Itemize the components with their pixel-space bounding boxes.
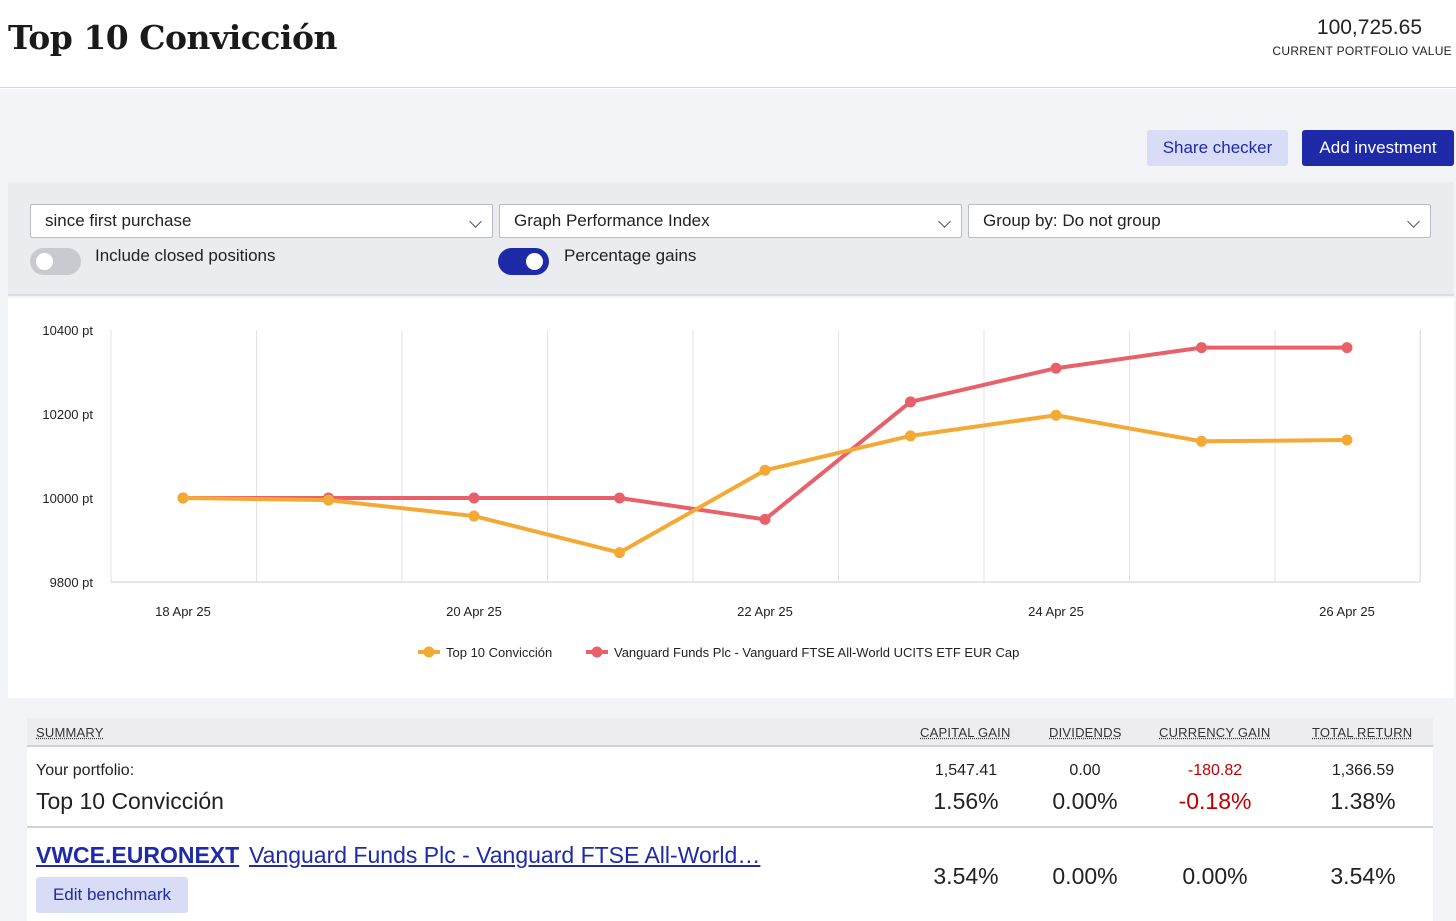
y-tick-label: 9800 pt: [50, 575, 94, 590]
x-tick-label: 26 Apr 25: [1319, 604, 1375, 619]
data-point: [323, 494, 334, 506]
chevron-down-icon: [938, 215, 951, 228]
portfolio-capital-gain: 1,547.41: [934, 762, 998, 779]
percentage-gains-toggle[interactable]: [498, 248, 549, 275]
data-point: [1050, 409, 1062, 421]
summary-table: SUMMARY CAPITAL GAIN DIVIDENDS CURRENCY …: [27, 718, 1433, 921]
portfolio-row: Your portfolio: Top 10 Convicción 1,547.…: [27, 748, 1433, 828]
portfolio-total-return: 1,366.59: [1331, 762, 1395, 779]
page-header: Top 10 Convicción 100,725.65 CURRENT POR…: [0, 0, 1456, 88]
benchmark-name-link[interactable]: Vanguard Funds Plc - Vanguard FTSE All-W…: [249, 842, 761, 868]
x-tick-label: 24 Apr 25: [1028, 604, 1084, 619]
toggle-knob: [526, 253, 543, 270]
performance-chart: 10400 pt 10200 pt 10000 pt 9800 pt 18 Apr 25…: [42, 323, 1421, 660]
header-summary: SUMMARY: [36, 725, 104, 740]
benchmark-currency-gain-pct: 0.00%: [1182, 863, 1248, 889]
share-checker-button[interactable]: Share checker: [1147, 130, 1288, 166]
data-point: [1196, 435, 1207, 447]
include-closed-label: Include closed positions: [95, 246, 276, 265]
filter-bar: since first purchase Graph Performance I…: [8, 182, 1454, 296]
group-by-select-value: Group by: Do not group: [983, 211, 1161, 230]
portfolio-currency-gain: -180.82: [1187, 762, 1243, 779]
portfolio-currency-gain-pct: -0.18%: [1178, 788, 1252, 814]
benchmark-capital-gain-pct: 3.54%: [933, 863, 999, 889]
legend-swatch-dot: [423, 646, 435, 658]
portfolio-label: Your portfolio:: [36, 762, 135, 779]
performance-chart-panel: 10400 pt 10200 pt 10000 pt 9800 pt 18 Apr 25…: [8, 298, 1454, 698]
data-point: [905, 430, 916, 442]
portfolio-value: 100,725.65: [1316, 16, 1422, 39]
data-point: [1050, 362, 1062, 374]
y-tick-label: 10200 pt: [42, 407, 93, 422]
summary-header-row: SUMMARY CAPITAL GAIN DIVIDENDS CURRENCY …: [27, 718, 1433, 747]
y-tick-label: 10000 pt: [42, 491, 93, 506]
benchmark-total-return-pct: 3.54%: [1330, 863, 1396, 889]
include-closed-toggle[interactable]: [30, 248, 81, 275]
data-point: [759, 464, 771, 476]
data-point: [1341, 434, 1353, 446]
data-point: [759, 513, 771, 525]
data-point: [614, 492, 625, 504]
data-point: [905, 396, 916, 408]
x-tick-label: 20 Apr 25: [446, 604, 502, 619]
portfolio-value-label: CURRENT PORTFOLIO VALUE: [1272, 44, 1452, 58]
portfolio-capital-gain-pct: 1.56%: [933, 788, 999, 814]
legend-label: Top 10 Convicción: [446, 645, 552, 660]
benchmark-ticker-link[interactable]: VWCE.EURONEXT: [36, 842, 240, 868]
x-tick-label: 18 Apr 25: [155, 604, 211, 619]
portfolio-name: Top 10 Convicción: [36, 788, 224, 814]
x-tick-label: 22 Apr 25: [737, 604, 793, 619]
y-tick-label: 10400 pt: [42, 323, 93, 338]
header-total-return[interactable]: TOTAL RETURN: [1312, 725, 1413, 740]
chevron-down-icon: [1407, 215, 1420, 228]
period-select-value: since first purchase: [45, 211, 192, 230]
page-title: Top 10 Convicción: [8, 18, 337, 57]
portfolio-dividends: 0.00: [1069, 762, 1101, 779]
header-dividends[interactable]: DIVIDENDS: [1049, 725, 1122, 740]
group-by-select[interactable]: Group by: Do not group: [968, 204, 1431, 238]
data-point: [1196, 342, 1207, 354]
graph-type-select[interactable]: Graph Performance Index: [499, 204, 962, 238]
portfolio-dividends-pct: 0.00%: [1052, 788, 1118, 814]
data-point: [468, 492, 480, 504]
header-currency-gain[interactable]: CURRENCY GAIN: [1159, 725, 1271, 740]
chevron-down-icon: [469, 215, 482, 228]
series-line: [181, 345, 1349, 522]
data-point: [468, 510, 480, 522]
header-capital-gain[interactable]: CAPITAL GAIN: [920, 725, 1011, 740]
benchmark-dividends-pct: 0.00%: [1052, 863, 1118, 889]
data-point: [177, 492, 189, 504]
graph-type-select-value: Graph Performance Index: [514, 211, 710, 230]
data-point: [1341, 342, 1353, 354]
percentage-gains-label: Percentage gains: [564, 246, 697, 265]
portfolio-total-return-pct: 1.38%: [1330, 788, 1396, 814]
data-point: [614, 547, 625, 559]
legend-label: Vanguard Funds Plc - Vanguard FTSE All-W…: [614, 645, 1019, 660]
toggle-knob: [36, 253, 53, 270]
legend-swatch-dot: [591, 646, 603, 658]
edit-benchmark-button[interactable]: Edit benchmark: [36, 877, 188, 913]
add-investment-button[interactable]: Add investment: [1302, 130, 1454, 166]
period-select[interactable]: since first purchase: [30, 204, 493, 238]
series-line: [181, 413, 1349, 555]
